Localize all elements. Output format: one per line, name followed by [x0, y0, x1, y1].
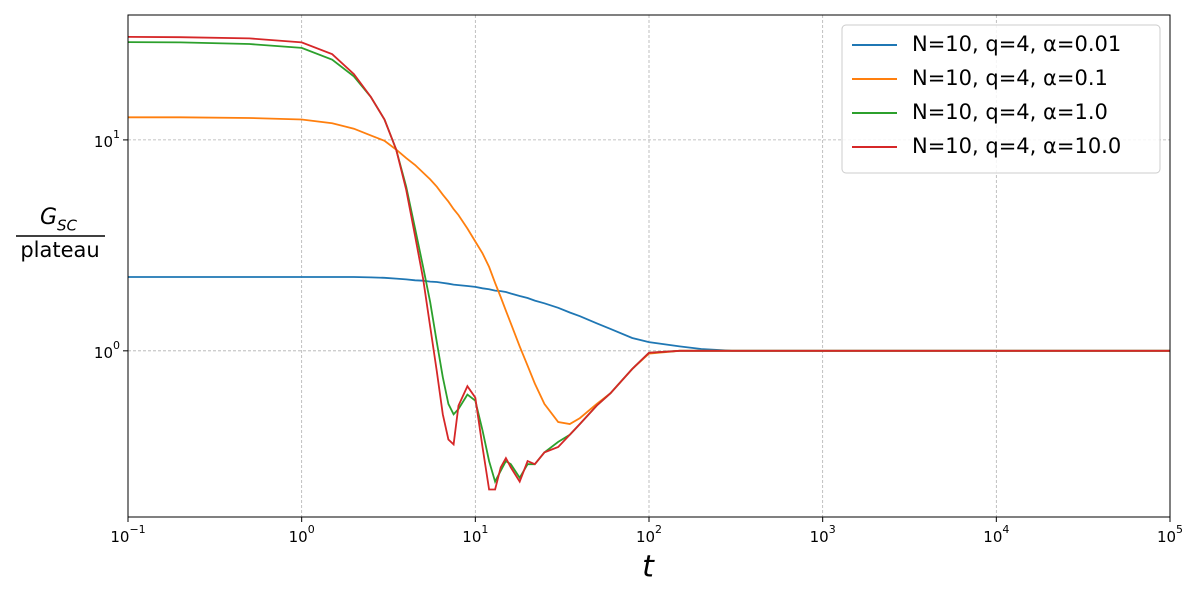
series-line [127, 36, 1170, 491]
y-axis-label: G SC plateau [16, 205, 105, 262]
tick-exponent: 3 [829, 523, 836, 536]
tick-exponent: −1 [129, 523, 145, 536]
tick-exponent: 4 [1002, 523, 1009, 536]
tick-exponent: 2 [655, 523, 662, 536]
legend-label: N=10, q=4, α=10.0 [912, 134, 1121, 158]
tick-label: 103 [810, 523, 836, 546]
tick-exponent: 5 [1176, 523, 1183, 536]
tick-base: 10 [810, 528, 829, 546]
legend-box [841, 24, 1161, 174]
tick-label: 101 [462, 523, 488, 546]
tick-label: 100 [289, 523, 315, 546]
tick-label: 100 [94, 339, 120, 362]
tick-base: 10 [462, 528, 481, 546]
tick-base: 10 [94, 132, 113, 150]
tick-exponent: 1 [481, 523, 488, 536]
tick-label: 104 [983, 523, 1009, 546]
tick-base: 10 [110, 528, 129, 546]
x-axis-label: t [642, 550, 655, 585]
tick-exponent: 0 [308, 523, 315, 536]
tick-label: 10−1 [110, 523, 145, 546]
plot-frame [127, 14, 1171, 518]
tick-base: 10 [289, 528, 308, 546]
tick-base: 10 [94, 343, 113, 361]
y-label-subscript: SC [57, 217, 78, 235]
tick-exponent: 1 [113, 128, 120, 141]
legend-label: N=10, q=4, α=1.0 [912, 100, 1108, 124]
tick-exponent: 0 [113, 339, 120, 352]
legend-label: N=10, q=4, α=0.01 [912, 32, 1121, 56]
tick-base: 10 [983, 528, 1002, 546]
y-label-denominator: plateau [20, 238, 99, 262]
tick-label: 105 [1157, 523, 1183, 546]
series-line [128, 276, 1170, 352]
y-label-numerator: G [40, 205, 57, 230]
tick-base: 10 [1157, 528, 1176, 546]
tick-label: 101 [94, 128, 120, 151]
tick-base: 10 [636, 528, 655, 546]
tick-label: 102 [636, 523, 662, 546]
legend-label: N=10, q=4, α=0.1 [912, 66, 1108, 90]
